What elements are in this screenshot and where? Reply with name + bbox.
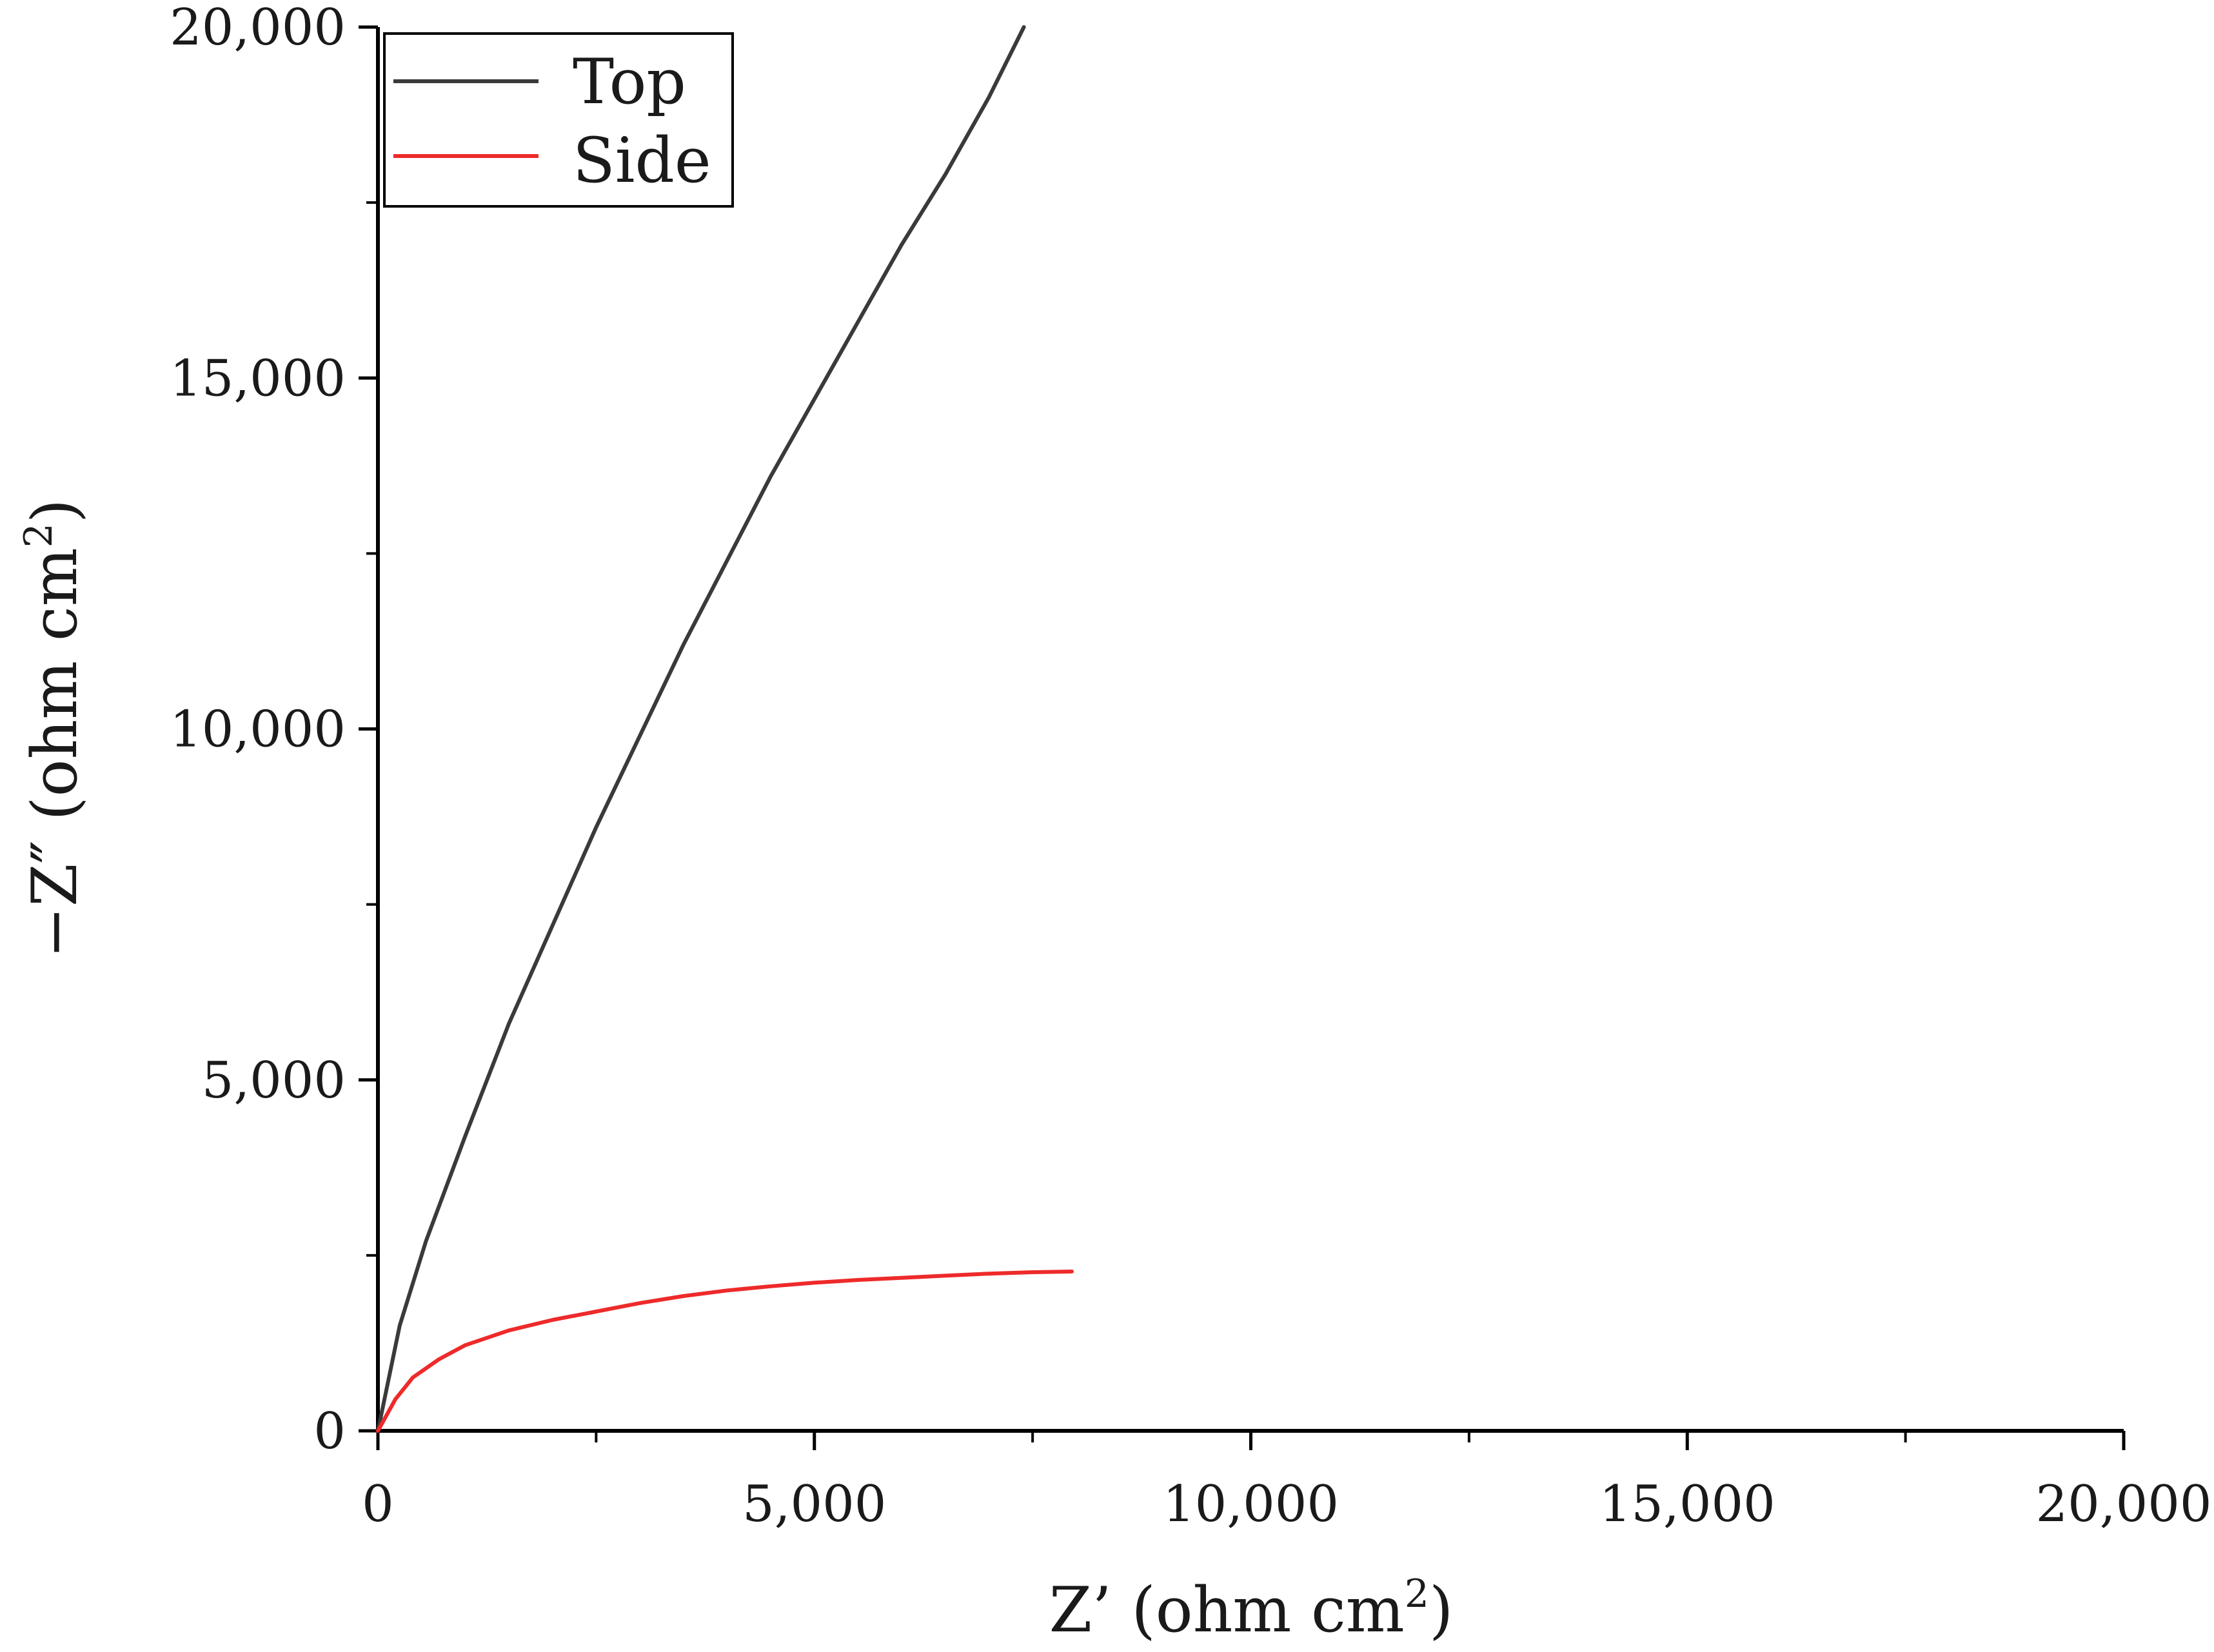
legend: Top Side (383, 32, 734, 208)
x-axis-title-text: Z’ (ohm cm (1049, 1574, 1405, 1646)
y-axis-title-close: ) (19, 499, 91, 523)
ticks-layer: 0 5,000 10,000 15,000 20,000 0 5,000 10,000 15,0… (170, 0, 2211, 1533)
legend-box (383, 32, 734, 208)
x-tick-label: 5,000 (742, 1475, 886, 1533)
y-axis-title: −Z″ (ohm cm2) (16, 499, 91, 959)
axes-layer (376, 27, 2124, 1433)
series-line-top (376, 25, 1026, 1433)
legend-label-side: Side (573, 124, 711, 197)
y-tick-label: 0 (313, 1402, 346, 1460)
legend-label-top: Top (573, 46, 686, 118)
y-axis-title-text: −Z″ (ohm cm (19, 547, 91, 958)
y-tick-label: 10,000 (170, 701, 346, 759)
y-tick-label: 5,000 (202, 1052, 346, 1110)
x-tick-label: 20,000 (2036, 1475, 2212, 1533)
y-tick-label: 15,000 (170, 349, 346, 408)
x-axis-title: Z’ (ohm cm2) (1049, 1571, 1454, 1646)
x-tick-label: 15,000 (1599, 1475, 1775, 1533)
y-tick-label: 20,000 (170, 0, 346, 57)
y-axis-title-superscript: 2 (16, 523, 61, 547)
x-axis-title-close: ) (1429, 1574, 1453, 1646)
x-tick-label: 10,000 (1163, 1475, 1339, 1533)
x-tick-label: 0 (362, 1475, 394, 1533)
series-line-side (376, 1269, 1074, 1433)
x-axis-title-superscript: 2 (1405, 1571, 1429, 1617)
series-layer (376, 25, 1074, 1433)
